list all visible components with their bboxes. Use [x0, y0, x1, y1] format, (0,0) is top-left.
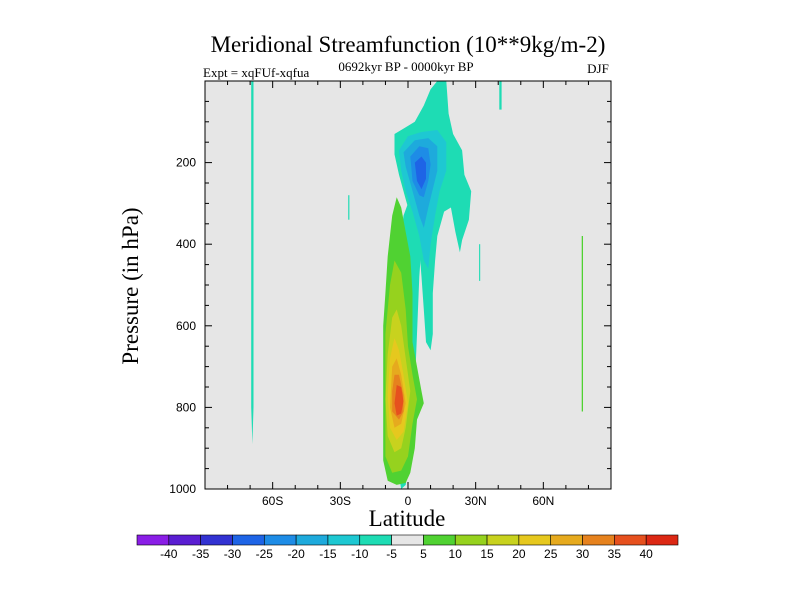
colorbar-swatch [168, 534, 201, 546]
colorbar-label: -15 [319, 547, 337, 561]
contour-sh-high-lat-thin [251, 81, 254, 445]
y-tick-label: 600 [176, 319, 196, 333]
colorbar-swatch [200, 534, 233, 546]
y-tick-label: 200 [176, 156, 196, 170]
colorbar-label: 25 [544, 547, 558, 561]
colorbar-label: -5 [386, 547, 397, 561]
y-tick-label: 1000 [169, 482, 196, 496]
subtitle-right: DJF [587, 61, 609, 76]
x-tick-label: 30S [330, 494, 351, 508]
contour-nh-tiny-32n [479, 244, 481, 281]
colorbar-label: 15 [480, 547, 494, 561]
contour-nh-pos-thin [581, 236, 583, 412]
colorbar-label: -35 [192, 547, 210, 561]
colorbar: -40 -35 -30 -25 -20 -15 -10 -5 5 10 15 20 25 30 35 40 [136, 534, 679, 561]
subtitle-center: 0692kyr BP - 0000kyr BP [338, 59, 473, 74]
colorbar-label: 30 [576, 547, 590, 561]
contour-regions [251, 81, 583, 489]
colorbar-swatch [614, 534, 647, 546]
colorbar-swatch [486, 534, 520, 546]
colorbar-label: 20 [512, 547, 526, 561]
x-tick-label: 0 [405, 494, 412, 508]
colorbar-swatch [454, 534, 488, 546]
colorbar-label: 10 [449, 547, 463, 561]
contour-upper-cell-25 [414, 156, 426, 190]
colorbar-swatch [582, 534, 615, 546]
colorbar-label: -30 [224, 547, 242, 561]
subtitle-left: Expt = xqFUf-xqfua [203, 65, 309, 80]
colorbar-swatch [232, 534, 265, 546]
colorbar-label: 40 [640, 547, 654, 561]
y-tick-label: 800 [176, 400, 196, 414]
x-axis-label: Latitude [369, 506, 446, 531]
x-tick-label: 60N [532, 494, 554, 508]
colorbar-swatch [263, 534, 297, 546]
contour-hadley-pos-35 [394, 385, 404, 416]
colorbar-swatch [645, 534, 679, 546]
colorbar-swatch [327, 534, 361, 546]
colorbar-swatch [136, 534, 170, 546]
contour-tiny-30s [348, 195, 350, 220]
colorbar-swatch [359, 534, 392, 546]
contour-nh-tiny-top-41n [499, 81, 502, 110]
axis-ticks: 60S 30S 0 30N 60N 200 400 600 800 1000 [169, 80, 612, 508]
colorbar-swatch [391, 534, 424, 546]
colorbar-label: -40 [160, 547, 178, 561]
colorbar-label: 35 [608, 547, 622, 561]
colorbar-swatch [423, 534, 456, 546]
colorbar-swatch [295, 534, 329, 546]
colorbar-label: 5 [420, 547, 427, 561]
colorbar-label: -20 [287, 547, 305, 561]
y-axis-label: Pressure (in hPa) [118, 207, 143, 364]
colorbar-label: -10 [351, 547, 369, 561]
y-tick-label: 400 [176, 237, 196, 251]
colorbar-swatch [550, 534, 583, 546]
colorbar-label: -25 [256, 547, 274, 561]
x-tick-label: 30N [465, 494, 487, 508]
chart-title: Meridional Streamfunction (10**9kg/m-2) [211, 32, 606, 57]
x-tick-label: 60S [262, 494, 283, 508]
colorbar-swatch [518, 534, 552, 546]
